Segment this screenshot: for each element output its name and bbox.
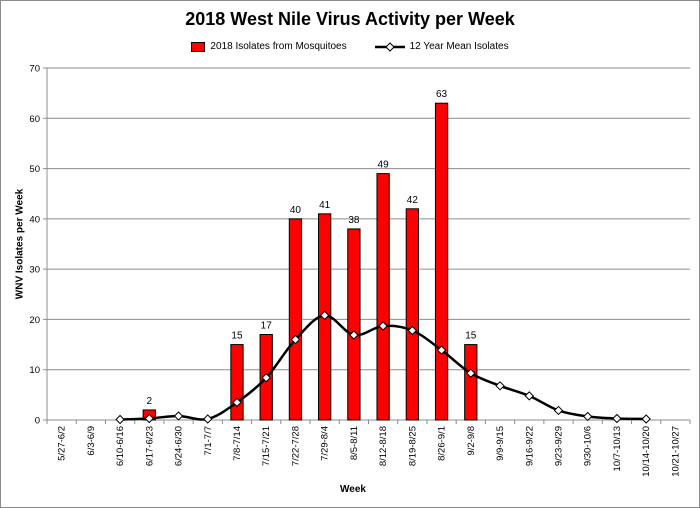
- x-tick-label: 9/23-9/29: [553, 426, 564, 466]
- x-tick-label: 8/12-8/18: [378, 426, 389, 466]
- mean-point: [553, 405, 564, 416]
- bar-data-label: 63: [436, 89, 448, 100]
- bar: [288, 218, 303, 421]
- bar-data-label: 49: [378, 160, 390, 171]
- mean-point: [173, 411, 184, 421]
- mean-point: [261, 373, 271, 383]
- mean-point: [349, 330, 359, 340]
- x-tick-label: 7/1-7/7: [203, 426, 214, 456]
- x-tick-label: 10/7-10/13: [612, 426, 623, 471]
- x-tick-label: 8/5-8/11: [349, 426, 360, 460]
- bar: [464, 344, 478, 421]
- legend-item-bars: 2018 Isolates from Mosquitoes: [191, 41, 347, 52]
- y-tick-label: 10: [29, 365, 40, 376]
- bar: [376, 173, 390, 421]
- x-tick-label: 8/26-9/1: [437, 426, 448, 461]
- x-tick-label: 9/30-10/6: [583, 426, 594, 466]
- x-tick-label: 7/29-8/4: [320, 426, 331, 461]
- mean-point: [582, 411, 593, 422]
- x-tick-label: 6/24-6/30: [174, 426, 185, 466]
- legend-bar-label: 2018 Isolates from Mosquitoes: [210, 41, 347, 52]
- mean-point: [641, 414, 651, 424]
- bar-data-label: 15: [231, 331, 243, 342]
- chart-title: 2018 West Nile Virus Activity per Week: [185, 9, 515, 29]
- x-tick-label: 10/21-10/27: [670, 426, 681, 477]
- bar-data-label: 38: [348, 215, 360, 226]
- mean-point: [203, 414, 213, 424]
- legend-line-swatch: [374, 41, 405, 52]
- mean-point: [612, 413, 622, 424]
- x-tick-label: 5/27-6/2: [57, 426, 68, 461]
- bar: [230, 344, 244, 421]
- y-tick-label: 60: [29, 114, 40, 125]
- mean-point: [232, 397, 242, 408]
- mean-point: [407, 325, 418, 336]
- mean-point: [524, 391, 534, 401]
- x-tick-label: 9/2-9/8: [466, 426, 477, 456]
- bar-data-label: 15: [465, 331, 477, 342]
- y-tick-label: 70: [29, 64, 40, 75]
- x-tick-label: 6/10-6/16: [115, 426, 126, 466]
- x-tick-label: 7/22-7/28: [290, 426, 301, 466]
- y-tick-label: 30: [29, 265, 40, 276]
- y-tick-label: 50: [29, 164, 40, 175]
- bar-data-label: 17: [261, 321, 273, 332]
- mean-point: [319, 310, 330, 321]
- bar: [405, 208, 419, 421]
- mean-point: [144, 413, 155, 424]
- legend-line-label: 12 Year Mean Isolates: [409, 41, 509, 52]
- x-axis-label: Week: [340, 484, 366, 495]
- legend-item-line: 12 Year Mean Isolates: [374, 41, 509, 52]
- mean-point: [495, 381, 505, 391]
- mean-point: [436, 345, 447, 355]
- x-tick-label: 6/17-6/23: [144, 426, 155, 466]
- y-tick-label: 0: [35, 416, 40, 427]
- mean-point: [115, 414, 125, 425]
- bar: [434, 102, 449, 421]
- x-tick-label: 9/16-9/22: [524, 426, 535, 466]
- legend: 2018 Isolates from Mosquitoes 12 Year Me…: [0, 41, 700, 52]
- bar-data-label: 42: [407, 195, 419, 206]
- mean-point: [378, 321, 388, 331]
- bar-data-label: 40: [290, 205, 302, 216]
- bar-data-label: 41: [319, 200, 331, 211]
- legend-bar-swatch: [191, 41, 206, 52]
- x-tick-label: 10/14-10/20: [641, 426, 652, 477]
- y-tick-label: 20: [29, 315, 40, 326]
- x-tick-label: 7/15-7/21: [261, 426, 272, 466]
- x-tick-label: 9/9-9/15: [495, 426, 506, 461]
- bar: [347, 228, 361, 421]
- bar-data-label: 2: [147, 396, 153, 407]
- x-tick-label: 8/19-8/25: [407, 426, 418, 466]
- x-tick-label: 6/3-6/9: [86, 426, 97, 456]
- mean-point: [290, 334, 301, 345]
- x-tick-label: 7/8-7/14: [232, 426, 243, 461]
- mean-point: [466, 368, 476, 378]
- y-tick-label: 40: [29, 214, 40, 225]
